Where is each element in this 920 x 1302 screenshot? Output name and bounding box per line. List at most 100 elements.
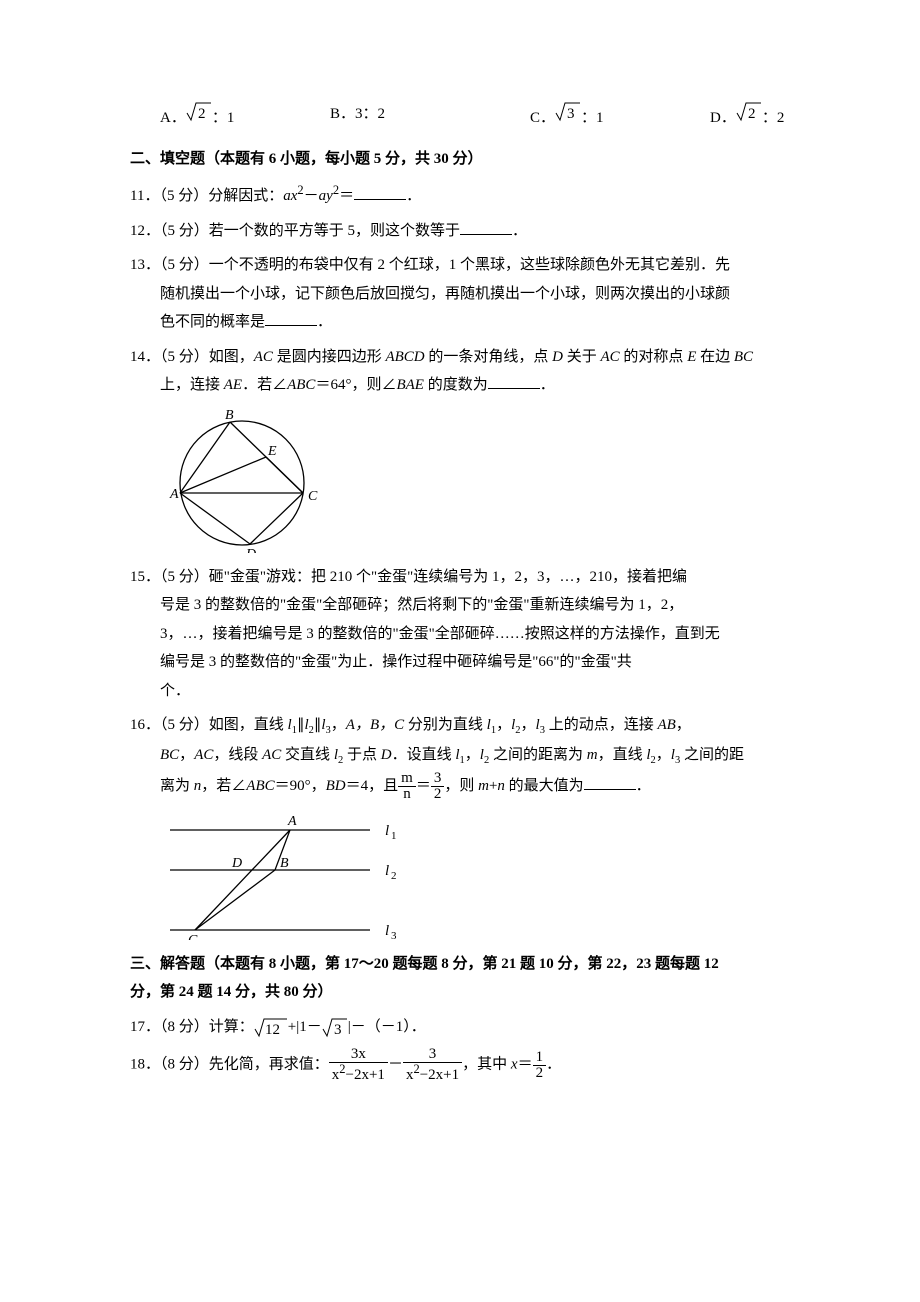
q14-line1: 14．（5 分）如图，AC 是圆内接四边形 ABCD 的一条对角线，点 D 关于… <box>130 343 790 372</box>
q13-line1: 13．（5 分）一个不透明的布袋中仅有 2 个红球，1 个黑球，这些球除颜色外无… <box>130 251 790 280</box>
svg-text:D: D <box>231 856 242 871</box>
q10-option-c: C． 3 ：1 <box>530 100 710 133</box>
q11-period: ． <box>406 188 421 204</box>
frac-half: 12 <box>533 1050 547 1081</box>
q12-period: ． <box>512 223 527 239</box>
svg-text:C: C <box>308 489 318 504</box>
svg-text:l: l <box>385 863 389 879</box>
svg-text:3: 3 <box>391 930 397 940</box>
frac-den2: 2 <box>431 786 445 802</box>
question-16: 16．（5 分）如图，直线 l1∥l2∥l3，A，B，C 分别为直线 l1，l2… <box>130 711 790 940</box>
svg-text:D: D <box>245 547 256 553</box>
svg-text:B: B <box>225 408 234 423</box>
question-18: 18．（8 分）先化简，再求值：3xx2−2x+1－3x2−2x+1，其中 x＝… <box>130 1047 790 1083</box>
q15-line3: 3，…，接着把编号是 3 的整数倍的"金蛋"全部砸碎……按照这样的方法操作，直到… <box>160 620 790 649</box>
q14-t9: ＝64°，则∠ <box>315 377 396 393</box>
q13-line3-wrap: 色不同的概率是． <box>160 308 790 337</box>
section-2-header: 二、填空题（本题有 6 小题，每小题 5 分，共 30 分） <box>130 145 790 174</box>
svg-text:l: l <box>385 923 389 939</box>
frac-3-over-2: 32 <box>431 771 445 802</box>
q16-bc: BC <box>160 747 179 763</box>
q11-minus: － <box>304 188 319 204</box>
svg-text:l: l <box>385 823 389 839</box>
q16-d: D <box>381 747 392 763</box>
section-3-header: 三、解答题（本题有 8 小题，第 17～20 题每题 8 分，第 21 题 10… <box>130 950 790 1007</box>
half-den: 2 <box>533 1065 547 1081</box>
opt-a-prefix: A． <box>160 104 186 133</box>
opt-c-suffix: ：1 <box>581 104 604 133</box>
q16-t13: ，若∠ <box>201 778 246 794</box>
q14-t5: 的对称点 <box>620 349 688 365</box>
q14-line2: 上，连接 AE．若∠ABC＝64°，则∠BAE 的度数为． <box>160 371 790 400</box>
q14-period: ． <box>540 377 555 393</box>
q14-t6: 在边 <box>696 349 734 365</box>
q16-abc: ABC <box>246 778 274 794</box>
frac-2: 3x2−2x+1 <box>403 1047 462 1083</box>
opt-c-prefix: C． <box>530 104 555 133</box>
q16-t8: ．设直线 <box>392 747 456 763</box>
section-3-line1: 三、解答题（本题有 8 小题，第 17～20 题每题 8 分，第 21 题 10… <box>130 950 790 979</box>
frac-m-over-n: mn <box>398 771 416 802</box>
q16-line1: 16．（5 分）如图，直线 l1∥l2∥l3，A，B，C 分别为直线 l1，l2… <box>130 711 790 741</box>
frac-den: n <box>398 786 416 802</box>
q16-t4: 上的动点，连接 <box>545 717 658 733</box>
question-13: 13．（5 分）一个不透明的布袋中仅有 2 个红球，1 个黑球，这些球除颜色外无… <box>130 251 790 337</box>
q14-ac2: AC <box>601 349 620 365</box>
svg-text:C: C <box>188 933 198 940</box>
q11-eq: ＝ <box>339 188 354 204</box>
q14-ae: AE <box>224 377 242 393</box>
q16-t14: ＝90°， <box>275 778 326 794</box>
q15-line5: 个． <box>160 677 790 706</box>
q16-line3: 离为 n，若∠ABC＝90°，BD＝4，且mn＝32，则 m+n 的最大值为． <box>160 771 790 802</box>
q16-m: m <box>587 747 598 763</box>
sqrt-value: 2 <box>198 106 206 122</box>
q14-abcd: ABCD <box>385 349 424 365</box>
q16-t15: ＝4，且 <box>346 778 399 794</box>
q10-option-b: B．3：2 <box>330 100 530 133</box>
question-17: 17．（8 分）计算：12+|1－3|－（－1）． <box>130 1013 790 1042</box>
half-num: 1 <box>533 1050 547 1065</box>
f2-den: x2−2x+1 <box>403 1062 462 1083</box>
q18-eq: ＝ <box>518 1057 533 1073</box>
q16-c2: ， <box>521 717 536 733</box>
q14-t4: 关于 <box>563 349 601 365</box>
frac-1: 3xx2−2x+1 <box>329 1047 388 1083</box>
question-12: 12．（5 分）若一个数的平方等于 5，则这个数等于． <box>130 217 790 246</box>
q16-m2: m <box>478 778 489 794</box>
q16-abc-pts: A，B，C <box>346 717 404 733</box>
q14-d: D <box>552 349 563 365</box>
q16-c4: ， <box>179 747 194 763</box>
question-11: 11．（5 分）分解因式：ax2－ay2＝． <box>130 179 790 211</box>
q14-ac: AC <box>254 349 273 365</box>
q10-option-d: D． 2 ：2 <box>710 100 784 133</box>
q14-t8: ．若∠ <box>242 377 287 393</box>
svg-text:A: A <box>287 814 297 829</box>
q16-period: ． <box>636 778 651 794</box>
q17-tail: |－（－1）． <box>348 1019 426 1035</box>
opt-a-suffix: ：1 <box>212 104 235 133</box>
q18-period: ． <box>546 1057 561 1073</box>
sqrt-value: 3 <box>567 106 575 122</box>
sqrt-icon: 2 <box>186 100 212 122</box>
svg-text:A: A <box>169 487 179 502</box>
q16-t10: ，直线 <box>598 747 647 763</box>
q16-eq: ＝ <box>416 778 431 794</box>
q14-figure: A B C D E <box>160 408 790 553</box>
q16-figure: A B C D l1 l2 l3 <box>160 810 790 940</box>
q16-t3: 分别为直线 <box>404 717 487 733</box>
q10-option-a: A． 2 ：1 <box>160 100 330 133</box>
q10-options: A． 2 ：1 B．3：2 C． 3 ：1 D． 2 ：2 <box>160 100 790 133</box>
q14-abc: ABC <box>287 377 315 393</box>
opt-b-text: B．3：2 <box>330 100 385 129</box>
q14-blank <box>488 374 540 389</box>
q13-blank <box>265 311 317 326</box>
q16-blank <box>584 775 636 790</box>
q18-mid: ，其中 <box>462 1057 511 1073</box>
f2-rest: −2x+1 <box>420 1067 459 1083</box>
frac-num2: 3 <box>431 771 445 786</box>
sqrt-value: 2 <box>748 106 756 122</box>
svg-text:2: 2 <box>391 870 397 882</box>
q15-line1: 15．（5 分）砸"金蛋"游戏：把 210 个"金蛋"连续编号为 1，2，3，…… <box>130 563 790 592</box>
q15-line2: 号是 3 的整数倍的"金蛋"全部砸碎；然后将剩下的"金蛋"重新连续编号为 1，2… <box>160 591 790 620</box>
svg-text:1: 1 <box>391 830 397 842</box>
